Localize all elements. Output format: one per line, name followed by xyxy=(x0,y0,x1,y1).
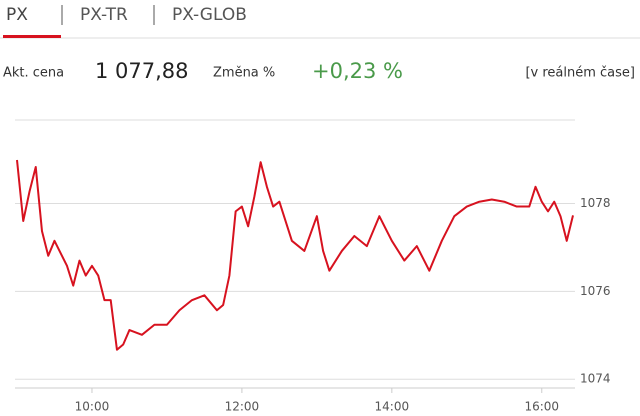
y-tick-label: 1076 xyxy=(580,284,611,298)
y-tick-label: 1074 xyxy=(580,372,611,386)
active-tab-indicator xyxy=(3,35,61,38)
realtime-note: [v reálném čase] xyxy=(525,66,635,81)
price-label: Akt. cena xyxy=(3,66,64,81)
x-tick-label: 10:00 xyxy=(75,400,110,414)
tab[interactable]: PX-GLOB xyxy=(172,5,247,25)
change: +0,23 % xyxy=(312,59,403,83)
price: 1 077,88 xyxy=(95,59,189,83)
tab[interactable]: PX xyxy=(6,5,28,25)
tab[interactable]: PX-TR xyxy=(80,5,128,25)
x-tick-label: 16:00 xyxy=(524,400,559,414)
x-tick-label: 14:00 xyxy=(375,400,410,414)
y-tick-label: 1078 xyxy=(580,196,611,210)
x-tick-label: 12:00 xyxy=(225,400,260,414)
price-line xyxy=(16,159,574,351)
change-label: Změna % xyxy=(213,66,275,81)
